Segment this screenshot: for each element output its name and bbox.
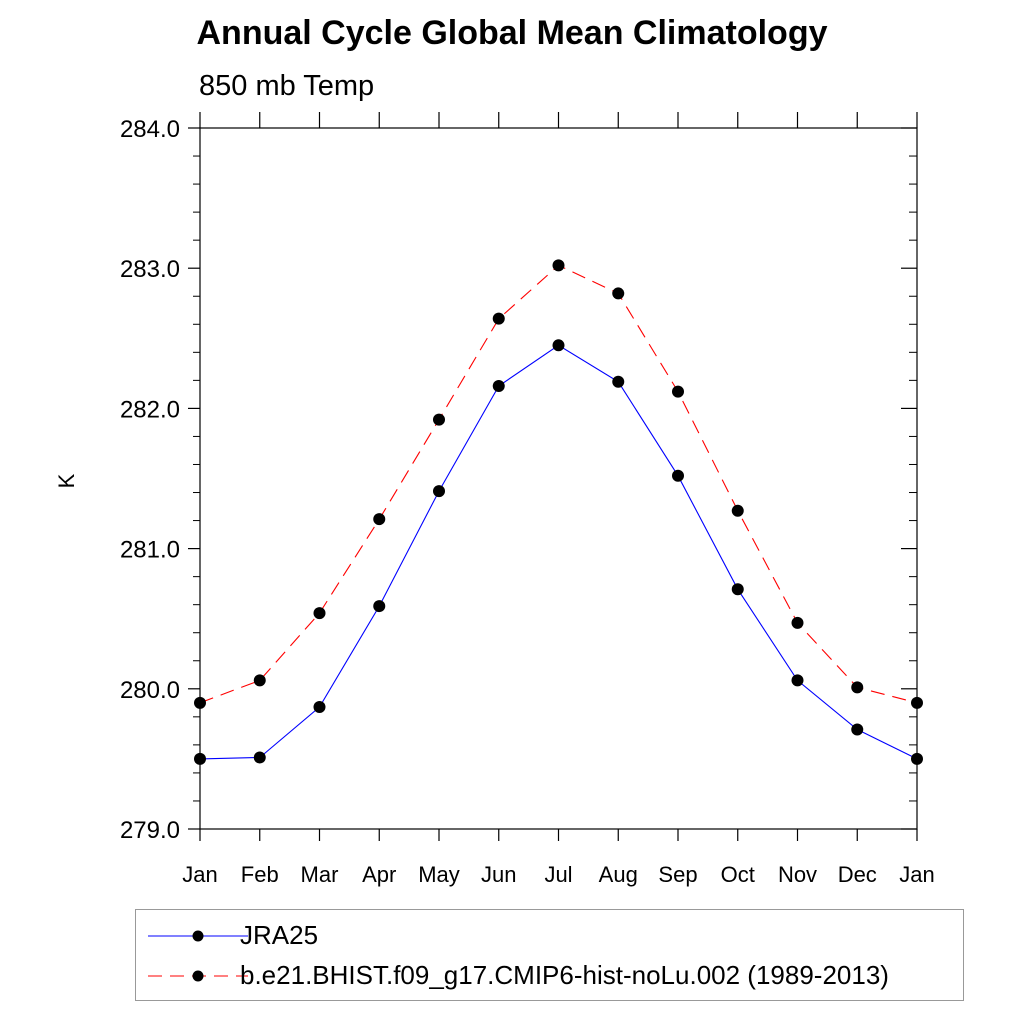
x-tick-label: May: [418, 862, 460, 887]
legend-item-series-0: JRA25: [136, 916, 965, 956]
x-tick-label: Sep: [658, 862, 697, 887]
data-point-series-0-11: [851, 723, 864, 736]
data-point-series-0-8: [672, 469, 684, 482]
data-point-series-0-1: [253, 751, 266, 764]
series-line-0: [199, 344, 918, 760]
legend-item-series-1: b.e21.BHIST.f09_g17.CMIP6-hist-noLu.002 …: [136, 956, 965, 996]
data-point-series-1-6: [552, 259, 565, 272]
data-point-series-0-3: [373, 600, 386, 613]
data-point-series-0-12: [911, 752, 923, 765]
data-point-series-1-4: [433, 413, 445, 426]
y-tick-label: 284.0: [120, 116, 180, 143]
data-point-series-1-8: [672, 385, 684, 398]
data-point-series-0-7: [612, 375, 625, 388]
series-line-1: [199, 264, 918, 704]
legend-sample-series-1: [148, 970, 248, 982]
plot-frame: [199, 127, 918, 830]
y-tick-label: 281.0: [120, 537, 180, 564]
data-point-series-0-0: [194, 752, 206, 765]
x-tick-label: Aug: [599, 862, 638, 887]
legend-sample-series-0: [148, 930, 248, 942]
y-tick-label: 282.0: [120, 396, 180, 423]
x-tick-label: Dec: [838, 862, 877, 887]
x-tick-label: Oct: [721, 862, 755, 887]
data-point-series-0-4: [433, 485, 445, 498]
data-point-series-0-5: [492, 379, 505, 392]
x-tick-label: Jan: [182, 862, 217, 887]
data-point-series-1-7: [612, 287, 625, 300]
x-tick-label: Mar: [301, 862, 339, 887]
legend-label-series-0: JRA25: [240, 920, 319, 950]
y-tick-label: 283.0: [120, 256, 180, 283]
data-point-series-1-5: [492, 312, 505, 325]
x-tick-label: Jul: [544, 862, 572, 887]
data-point-series-1-11: [851, 681, 864, 694]
chart-title: Annual Cycle Global Mean Climatology: [196, 14, 828, 52]
legend-label-series-1: b.e21.BHIST.f09_g17.CMIP6-hist-noLu.002 …: [240, 960, 889, 990]
x-tick-label: Feb: [241, 862, 279, 887]
data-point-series-1-0: [194, 696, 206, 709]
data-point-series-1-2: [313, 607, 326, 620]
x-tick-label: Nov: [778, 862, 817, 887]
y-tick-label: 280.0: [120, 677, 180, 704]
data-point-series-0-6: [552, 339, 565, 352]
x-tick-label: Apr: [362, 862, 396, 887]
x-tick-label: Jun: [481, 862, 516, 887]
data-point-series-1-3: [373, 513, 386, 526]
data-point-series-0-9: [731, 583, 744, 596]
data-point-series-1-9: [731, 504, 744, 517]
data-point-series-0-2: [313, 701, 326, 714]
x-tick-label: Jan: [899, 862, 934, 887]
data-point-series-0-10: [791, 674, 804, 687]
data-point-series-1-1: [253, 674, 266, 687]
data-point-series-1-12: [911, 696, 923, 709]
data-point-series-1-10: [791, 616, 804, 629]
chart-subtitle: 850 mb Temp: [199, 70, 375, 102]
y-tick-label: 279.0: [120, 817, 180, 844]
legend: JRA25 b.e21.BHIST.f09_g17.CMIP6-hist-noL…: [135, 909, 964, 1001]
